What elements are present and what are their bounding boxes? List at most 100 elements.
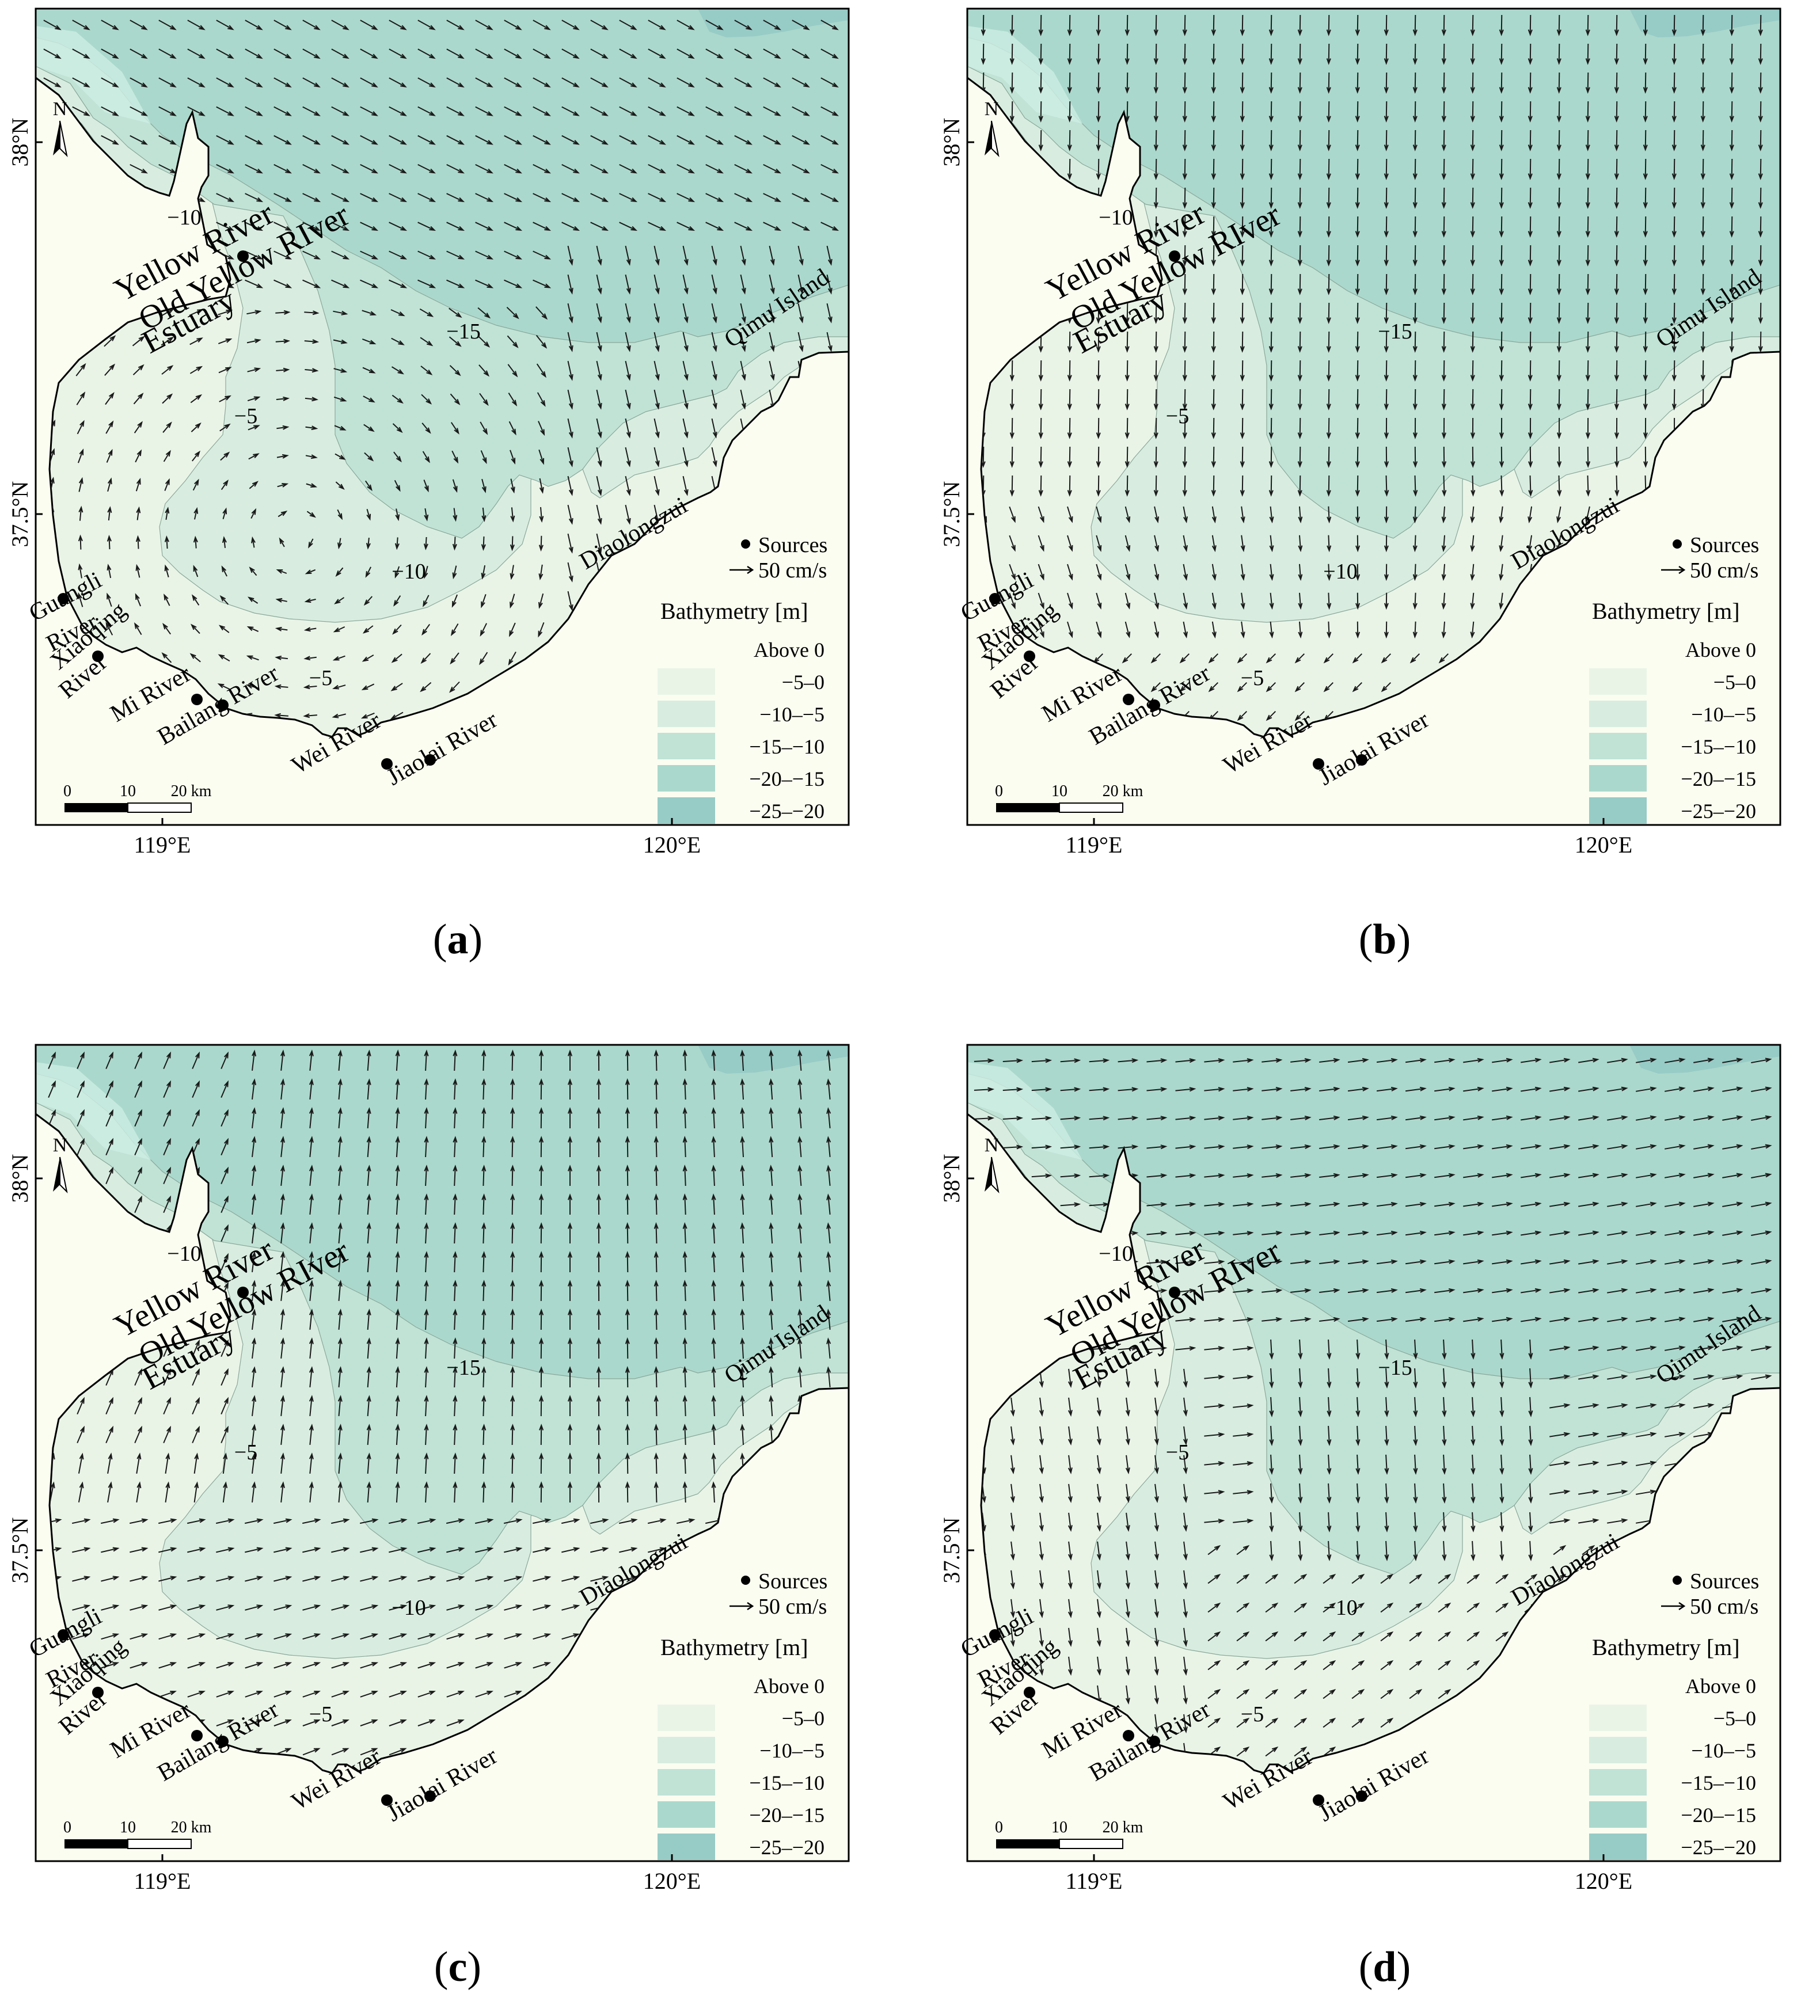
current-arrow [792,135,810,145]
current-arrow [1150,682,1161,693]
current-arrow [105,1138,113,1155]
current-arrow [1265,1688,1279,1699]
current-arrow [590,222,609,231]
current-arrow [1294,1746,1308,1757]
current-arrow [216,193,235,203]
current-arrow [335,481,345,490]
current-arrow [161,652,172,663]
current-arrow [567,591,573,611]
current-arrow [1549,1086,1571,1092]
current-arrow [424,1309,429,1330]
contour-label: −5 [1241,1702,1264,1726]
current-arrow [453,1136,458,1158]
current-arrow [826,1049,831,1071]
current-arrow [1096,1570,1101,1590]
current-arrow [1528,14,1533,36]
current-arrow [1412,302,1418,324]
current-arrow [1153,187,1158,209]
lon-label: 120°E [643,832,701,858]
current-arrow [1265,1660,1279,1671]
current-arrow [105,1166,113,1184]
current-arrow [423,480,429,493]
current-arrow [538,593,544,609]
current-arrow [1326,302,1331,324]
current-arrow [389,135,407,145]
current-arrow [1671,273,1677,295]
current-arrow [1528,1368,1533,1389]
current-arrow [1038,43,1043,65]
current-arrow [648,48,666,59]
current-arrow [1182,475,1187,497]
current-arrow [162,421,172,433]
current-arrow [366,1136,371,1157]
current-arrow [1125,1368,1130,1389]
current-arrow [101,1547,120,1553]
current-arrow [252,1165,257,1186]
current-arrow [596,1424,601,1446]
current-arrow [1096,101,1101,123]
current-arrow [567,1165,573,1186]
current-arrow [1355,216,1360,238]
current-arrow [481,1193,487,1215]
current-arrow [1204,1058,1225,1063]
scale-bar: 0 10 20 km [995,1819,1143,1849]
current-arrow [504,193,523,203]
current-arrow [1521,1201,1542,1207]
legend-class-label: −15–−10 [1681,735,1756,758]
current-arrow [333,396,347,402]
current-arrow [1384,101,1389,123]
current-arrow [305,454,318,459]
current-arrow [1380,1660,1394,1671]
current-arrow [653,1424,659,1446]
current-arrow [682,1481,687,1503]
current-arrow [1124,446,1130,468]
current-arrow [366,509,371,521]
current-arrow [304,598,316,603]
current-arrow [302,20,321,31]
current-arrow [1268,389,1274,410]
current-arrow [504,1633,523,1640]
current-arrow [763,48,781,59]
current-arrow [100,1518,120,1524]
current-arrow [192,1109,200,1127]
source-guangli-river [58,1629,69,1641]
current-arrow [1528,331,1533,353]
current-arrow [1441,302,1446,324]
current-arrow [1002,1087,1024,1092]
current-arrow [192,1397,200,1414]
current-arrow [1298,1483,1303,1504]
current-arrow [1183,506,1188,523]
current-arrow [734,164,753,174]
current-arrow [134,421,143,433]
current-arrow [1384,446,1389,468]
current-arrow [1031,1173,1053,1178]
current-arrow [1175,1346,1196,1351]
current-arrow [567,1452,573,1474]
current-arrow [1643,72,1648,94]
legend-swatch [1589,636,1647,663]
current-arrow [421,394,432,405]
current-arrow [331,250,350,260]
current-arrow [1039,1570,1044,1590]
current-arrow [1038,14,1043,36]
legend-bathymetry-title: Bathymetry [m] [660,598,808,624]
current-arrow [769,1251,774,1273]
current-arrow [1384,360,1389,382]
current-arrow [1125,1627,1130,1648]
current-arrow [1729,158,1734,180]
current-arrow [216,1691,234,1698]
current-arrow [1204,1490,1225,1495]
current-arrow [1355,43,1360,65]
source-mi-river [191,694,203,705]
current-arrow [1636,1432,1657,1437]
current-arrow [1492,1201,1513,1207]
current-arrow [1326,475,1331,497]
current-arrow [619,164,637,174]
current-arrow [590,135,609,145]
current-arrow [216,135,234,145]
current-arrow [245,106,263,116]
current-arrow [1125,1656,1130,1676]
current-arrow [981,446,986,468]
current-arrow [1067,1426,1073,1446]
current-arrow [1586,475,1591,497]
